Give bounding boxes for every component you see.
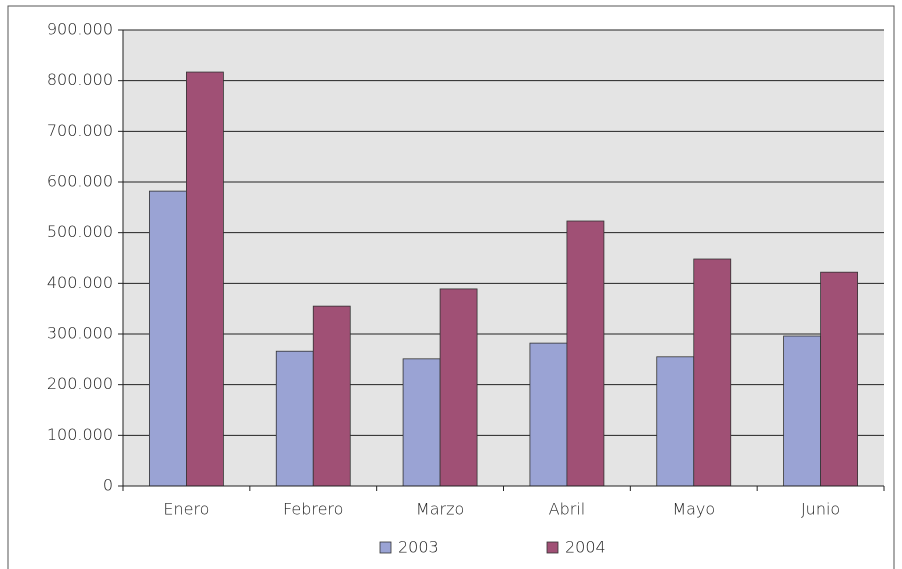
y-tick-label: 800.000 [47,70,113,89]
bar [783,335,821,487]
y-tick-label: 600.000 [47,172,113,191]
chart-frame [7,5,895,569]
y-tick-label: 700.000 [47,121,113,140]
bar [402,358,441,487]
x-tick-label: Enero [163,500,209,519]
x-tick-label: Junio [801,500,840,519]
bar [275,350,314,487]
legend-label: 2003 [398,538,439,557]
bar [186,71,224,487]
bar [693,258,732,487]
y-tick-label: 0 [103,476,113,495]
bar [312,305,351,487]
bar [656,356,695,487]
bar [529,342,568,487]
y-tick-label: 900.000 [47,20,113,39]
bar [149,190,187,487]
bar [439,288,478,487]
bar [820,271,858,487]
y-tick-label: 400.000 [47,273,113,292]
y-tick-label: 100.000 [47,425,113,444]
x-tick-label: Abril [549,500,586,519]
y-tick-label: 300.000 [47,324,113,343]
legend-swatch [379,541,392,554]
y-tick-label: 200.000 [47,374,113,393]
plot-area [123,30,884,486]
x-tick-label: Febrero [283,500,343,519]
legend-label: 2004 [565,538,606,557]
x-tick-label: Mayo [672,500,715,519]
x-tick-label: Marzo [416,500,464,519]
y-tick-label: 500.000 [47,222,113,241]
bar [566,220,605,487]
legend-swatch [546,541,559,554]
